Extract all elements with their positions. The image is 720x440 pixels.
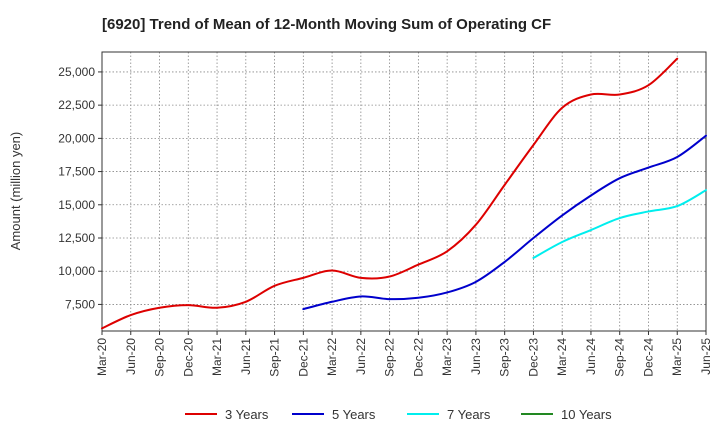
plot-background [102,52,706,331]
y-axis-label: Amount (million yen) [8,132,23,251]
y-tick-label: 15,000 [58,198,95,212]
x-tick-label: Dec-24 [641,338,655,377]
x-tick-label: Dec-21 [296,338,310,377]
plot-frame [101,51,707,332]
y-tick-label: 10,000 [58,264,95,278]
x-tick-label: Dec-23 [526,338,540,377]
x-tick-label: Jun-22 [354,338,368,375]
x-tick-label: Mar-20 [95,338,109,376]
x-tick-label: Mar-22 [325,338,339,376]
x-tick-label: Sep-24 [613,338,627,377]
x-tick-label: Sep-22 [383,338,397,377]
y-tick-label: 22,500 [58,98,95,112]
legend-label-10-years: 10 Years [561,407,612,422]
legend: 3 Years 5 Years 7 Years 10 Years [185,407,612,422]
x-tick-label: Mar-21 [210,338,224,376]
x-tick-label: Jun-25 [699,338,713,375]
x-tick-label: Dec-20 [181,338,195,377]
x-tick-label: Mar-25 [670,338,684,376]
x-tick-label: Mar-24 [555,338,569,376]
y-tick-label: 25,000 [58,65,95,79]
y-tick-label: 17,500 [58,165,95,179]
y-tick-label: 20,000 [58,131,95,145]
legend-label-3-years: 3 Years [225,407,269,422]
x-tick-label: Jun-23 [469,338,483,375]
legend-label-5-years: 5 Years [332,407,376,422]
x-tick-label: Sep-20 [153,338,167,377]
y-axis-ticks: 7,500 10,000 12,500 15,000 17,500 20,000 22,50… [58,65,102,311]
x-tick-label: Sep-21 [268,338,282,377]
x-tick-label: Jun-20 [124,338,138,375]
x-axis-ticks: Mar-20 Jun-20 Sep-20 Dec-20 Mar-21 Jun-21 Sep-… [95,331,713,377]
x-tick-label: Jun-24 [584,338,598,375]
y-tick-label: 7,500 [65,297,95,311]
chart-title: [6920] Trend of Mean of 12-Month Moving … [102,16,551,33]
y-tick-label: 12,500 [58,231,95,245]
x-tick-label: Sep-23 [498,338,512,377]
x-tick-label: Jun-21 [239,338,253,375]
series-layer [101,57,707,330]
plot-area [101,51,707,332]
x-tick-label: Dec-22 [411,338,425,377]
x-tick-label: Mar-23 [440,338,454,376]
legend-label-7-years: 7 Years [447,407,491,422]
